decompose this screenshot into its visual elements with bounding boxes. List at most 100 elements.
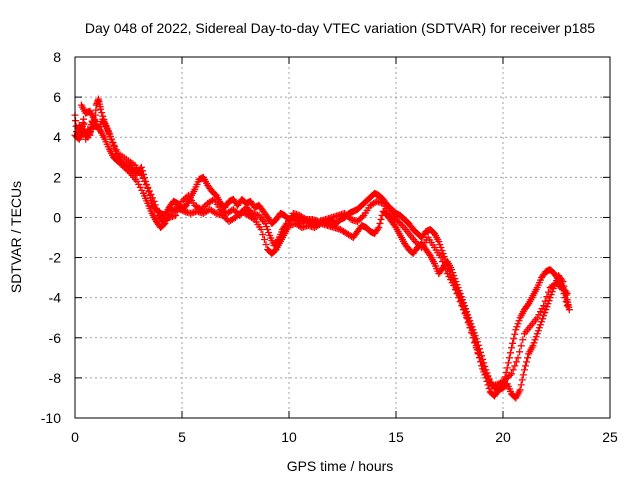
data-point: [439, 250, 447, 258]
data-point: [451, 275, 459, 283]
data-point: [117, 160, 125, 168]
x-tick-label: 5: [178, 429, 186, 445]
x-tick-label: 25: [602, 429, 618, 445]
data-point: [475, 354, 483, 362]
data-point: [244, 205, 252, 213]
data-point: [450, 282, 458, 290]
data-point: [511, 362, 519, 370]
data-point: [440, 262, 448, 270]
data-point: [120, 163, 128, 171]
data-point: [112, 146, 120, 154]
data-point: [179, 206, 187, 214]
data-point: [556, 283, 564, 291]
data-point: [259, 230, 267, 238]
data-point: [458, 302, 466, 310]
data-point: [467, 329, 475, 337]
axis-ticks: [74, 56, 611, 419]
data-point: [147, 190, 155, 198]
data-point: [451, 286, 459, 294]
data-point: [199, 204, 207, 212]
data-point: [534, 327, 542, 335]
data-point: [125, 168, 133, 176]
data-point: [344, 212, 352, 220]
data-point: [455, 294, 463, 302]
data-point: [563, 302, 571, 310]
data-point: [122, 165, 130, 173]
data-point: [559, 278, 567, 286]
data-point: [265, 228, 273, 236]
data-point: [533, 314, 541, 322]
data-point: [164, 214, 172, 222]
data-point: [439, 258, 447, 266]
data-point: [562, 298, 570, 306]
data-point: [119, 162, 127, 170]
data-point: [301, 214, 309, 222]
data-point: [358, 213, 366, 221]
data-point: [391, 222, 399, 230]
y-tick-labels: 8 6 4 2 0 -2 -4 -6 -8 -10: [41, 49, 61, 426]
data-point: [136, 183, 144, 191]
data-point: [535, 324, 543, 332]
data-point: [211, 208, 219, 216]
data-point: [543, 303, 551, 311]
data-point: [273, 237, 281, 245]
data-point: [513, 323, 521, 331]
data-point: [448, 266, 456, 274]
data-point: [232, 213, 239, 221]
data-point: [453, 281, 461, 289]
data-point: [425, 250, 433, 258]
data-point: [509, 366, 517, 374]
data-point: [523, 358, 531, 366]
data-point: [558, 276, 566, 284]
x-tick-label: 15: [388, 429, 404, 445]
data-point: [519, 371, 527, 379]
data-point: [475, 345, 483, 353]
data-point: [386, 209, 394, 217]
data-point: [411, 238, 419, 246]
data-point: [538, 318, 546, 326]
data-point: [509, 339, 517, 347]
data-point: [200, 202, 208, 210]
data-point: [471, 339, 479, 347]
data-point: [482, 370, 490, 378]
data-point: [565, 306, 573, 314]
data-point: [531, 336, 539, 344]
data-point: [516, 386, 524, 394]
data-point: [560, 290, 568, 298]
data-point: [452, 278, 460, 286]
data-point: [353, 217, 361, 225]
data-point: [123, 166, 131, 174]
data-point: [392, 215, 400, 223]
data-point: [517, 342, 525, 350]
data-point: [172, 211, 180, 219]
data-point: [233, 208, 241, 216]
data-point: [442, 266, 450, 274]
data-point: [377, 215, 385, 223]
data-point: [485, 376, 493, 384]
data-point: [506, 371, 514, 379]
data-point: [197, 205, 205, 213]
x-tick-label: 10: [281, 429, 297, 445]
data-point: [520, 366, 528, 374]
data-point: [512, 358, 520, 366]
data-point: [502, 368, 510, 376]
data-point: [176, 201, 184, 209]
data-point: [438, 247, 446, 255]
data-point: [544, 288, 552, 296]
data-point: [536, 321, 544, 329]
y-tick-label: -4: [49, 290, 62, 306]
data-point: [141, 177, 149, 185]
data-point: [557, 284, 565, 292]
data-point: [543, 293, 551, 301]
data-point: [435, 238, 443, 246]
data-point: [262, 241, 270, 249]
x-axis-label: GPS time / hours: [287, 458, 394, 474]
data-point: [208, 196, 216, 204]
data-point: [483, 373, 491, 381]
data-point: [389, 212, 397, 220]
data-point: [538, 305, 546, 313]
data-point: [519, 336, 527, 344]
data-point: [514, 354, 522, 362]
data-points: [71, 95, 573, 402]
